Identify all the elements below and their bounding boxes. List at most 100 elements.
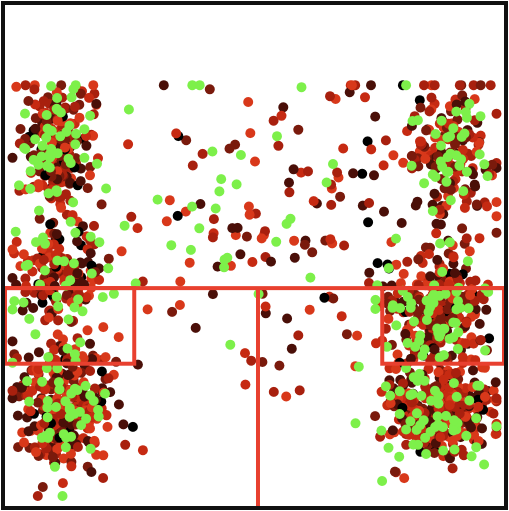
scatter-point xyxy=(471,413,482,424)
scatter-point xyxy=(299,239,310,250)
scatter-point xyxy=(276,110,287,121)
scatter-point xyxy=(370,294,381,305)
scatter-point xyxy=(12,410,23,421)
scatter-point xyxy=(457,144,468,155)
scatter-point xyxy=(364,267,375,278)
scatter-point xyxy=(204,84,215,95)
scatter-point xyxy=(266,256,276,267)
scatter-point xyxy=(381,341,392,352)
scatter-point xyxy=(58,417,69,428)
scatter-point xyxy=(491,393,502,404)
scatter-point xyxy=(108,288,119,299)
scatter-point xyxy=(45,219,56,230)
scatter-point xyxy=(19,437,29,448)
scatter-point xyxy=(413,254,424,265)
scatter-point xyxy=(86,467,97,477)
scatter-point xyxy=(406,160,417,171)
scatter-point xyxy=(79,152,90,163)
scatter-point xyxy=(396,218,407,228)
scatter-point xyxy=(190,322,201,333)
scatter-point xyxy=(28,154,39,165)
scatter-point xyxy=(398,268,409,279)
scatter-point xyxy=(464,98,475,109)
scatter-point xyxy=(427,206,438,216)
scatter-point xyxy=(451,106,462,117)
scatter-point xyxy=(406,150,417,161)
scatter-point xyxy=(63,314,74,325)
scatter-point xyxy=(126,211,137,222)
scatter-point xyxy=(391,320,402,331)
scatter-point xyxy=(25,406,36,417)
scatter-point xyxy=(68,197,79,208)
scatter-point xyxy=(419,80,429,91)
scatter-point xyxy=(336,311,347,322)
scatter-point xyxy=(30,329,41,340)
scatter-point xyxy=(75,337,86,348)
scatter-point xyxy=(119,220,130,231)
scatter-point xyxy=(341,329,352,340)
scatter-point xyxy=(391,233,401,244)
scatter-point xyxy=(207,146,218,157)
scatter-points xyxy=(7,80,502,501)
scatter-point xyxy=(461,112,472,123)
scatter-point xyxy=(100,388,110,399)
scatter-point xyxy=(62,266,73,277)
scatter-point xyxy=(29,84,40,95)
scatter-point xyxy=(197,148,208,159)
scatter-point xyxy=(293,330,304,341)
scatter-point xyxy=(407,116,418,126)
scatter-point xyxy=(447,463,458,474)
scatter-point xyxy=(33,347,44,358)
scatter-point xyxy=(325,91,335,102)
scatter-point xyxy=(421,449,432,459)
scatter-point xyxy=(328,293,339,304)
scatter-point xyxy=(471,442,482,453)
scatter-point xyxy=(167,306,178,317)
scatter-point xyxy=(286,343,297,354)
scatter-point xyxy=(94,274,105,285)
scatter-point xyxy=(244,209,255,220)
scatter-point xyxy=(171,128,182,139)
scatter-point xyxy=(415,136,425,147)
scatter-point xyxy=(260,301,271,312)
scatter-point xyxy=(430,385,440,396)
scatter-point xyxy=(187,160,198,171)
scatter-point xyxy=(96,366,107,377)
scatter-point xyxy=(214,186,225,197)
scatter-point xyxy=(274,360,285,371)
scatter-point xyxy=(235,150,246,160)
scatter-point xyxy=(175,276,186,287)
scatter-point xyxy=(32,491,43,501)
scatter-point xyxy=(398,157,409,168)
scatter-point xyxy=(24,396,35,407)
scatter-point xyxy=(42,402,53,413)
scatter-point xyxy=(411,408,422,419)
scatter-point xyxy=(490,377,501,388)
scatter-point xyxy=(383,442,394,453)
scatter-point xyxy=(256,233,267,244)
scatter-point xyxy=(70,227,81,238)
scatter-point xyxy=(31,237,41,248)
scatter-point xyxy=(422,332,433,342)
scatter-point xyxy=(17,305,28,316)
scatter-point xyxy=(53,377,64,388)
scatter-point xyxy=(491,421,502,432)
scatter-point xyxy=(466,422,476,433)
scatter-point xyxy=(41,132,52,143)
scatter-point xyxy=(442,132,453,143)
scatter-point xyxy=(464,395,475,406)
scatter-point xyxy=(195,199,206,209)
scatter-point xyxy=(383,313,394,324)
scatter-point xyxy=(378,160,389,171)
scatter-point xyxy=(424,106,435,117)
scatter-point xyxy=(184,257,195,268)
scatter-point xyxy=(388,150,399,161)
scatter-point xyxy=(406,397,417,408)
scatter-point xyxy=(391,259,402,270)
scatter-point xyxy=(7,336,18,347)
scatter-point xyxy=(123,104,134,115)
scatter-point xyxy=(424,249,434,260)
scatter-point xyxy=(11,236,22,247)
scatter-point xyxy=(400,328,411,339)
scatter-point xyxy=(420,153,431,164)
